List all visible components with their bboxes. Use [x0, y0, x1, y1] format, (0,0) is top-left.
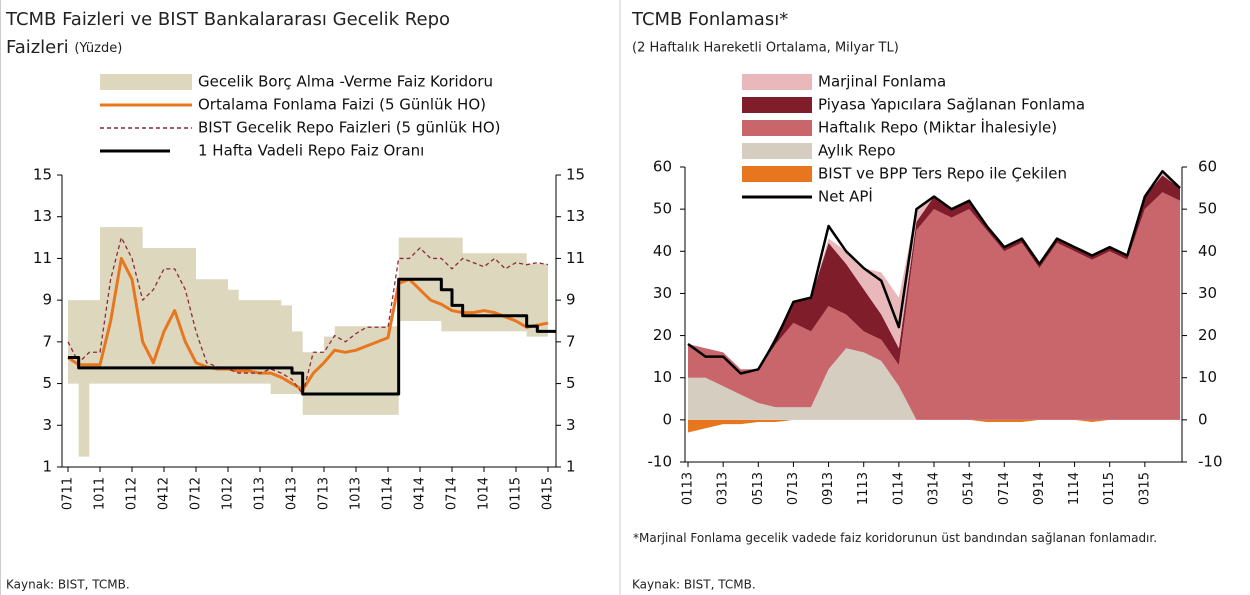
y-tick-label: 0 — [662, 410, 672, 428]
title: TCMB Fonlaması* — [631, 9, 788, 30]
corridor-band — [68, 227, 548, 457]
footnote: *Marjinal Fonlama gecelik vadede faiz ko… — [633, 531, 1158, 545]
x-tick-label: 0313 — [716, 472, 731, 505]
title: TCMB Faizleri ve BIST Bankalararası Gece… — [5, 9, 450, 30]
series-line — [68, 277, 556, 396]
x-tick-label: 0713 — [317, 477, 332, 510]
x-tick-label: 0913 — [821, 472, 836, 505]
series-line — [67, 256, 549, 392]
stacked-area — [688, 419, 1180, 433]
series-line — [687, 169, 1181, 375]
x-tick-label: 0114 — [891, 472, 906, 505]
legend-swatch — [742, 120, 812, 136]
x-tick-label: 0714 — [997, 472, 1012, 505]
x-tick-label: 0413 — [285, 477, 300, 510]
y-tick-label: 1 — [42, 458, 52, 476]
y-tick-label: 5 — [42, 374, 52, 392]
x-tick-label: 0414 — [413, 477, 428, 510]
x-tick-label: 0713 — [786, 472, 801, 505]
y-tick-label: -10 — [648, 453, 673, 471]
legend-label: Gecelik Borç Alma -Verme Faiz Koridoru — [198, 73, 493, 91]
x-tick-label: 0513 — [751, 472, 766, 505]
legend-label: Piyasa Yapıcılara Sağlanan Fonlama — [818, 96, 1085, 114]
x-tick-label: 1013 — [349, 477, 364, 510]
y2-tick-label: 15 — [566, 166, 585, 184]
y2-tick-label: 1 — [566, 458, 576, 476]
stacked-area — [688, 348, 1180, 420]
legend-label: Haftalık Repo (Miktar İhalesiyle) — [818, 118, 1057, 137]
x-tick-label: 0412 — [157, 477, 172, 510]
stacked-area — [688, 192, 1180, 420]
legend-label: Net APİ — [818, 187, 873, 206]
legend-label: BIST ve BPP Ters Repo ile Çekilen — [818, 165, 1067, 183]
x-tick-label: 0711 — [61, 477, 76, 510]
y2-tick-label: 5 — [566, 374, 576, 392]
y-tick-label: 15 — [33, 166, 52, 184]
stacked-area — [688, 175, 1180, 370]
y-tick-label: 20 — [653, 326, 672, 344]
y-tick-label: 50 — [653, 200, 672, 218]
y2-tick-label: 0 — [1198, 410, 1208, 428]
x-tick-label: 0415 — [541, 477, 556, 510]
y-tick-label: 11 — [33, 249, 52, 267]
x-tick-label: 1012 — [221, 477, 236, 510]
legend-swatch — [742, 166, 812, 182]
legend-swatch — [742, 143, 812, 159]
y-tick-label: 7 — [42, 332, 52, 350]
x-tick-label: 0315 — [1137, 472, 1152, 505]
y-tick-label: 40 — [653, 242, 672, 260]
x-tick-label: 0714 — [445, 477, 460, 510]
y2-tick-label: 30 — [1198, 284, 1217, 302]
y2-tick-label: 20 — [1198, 326, 1217, 344]
legend-label: Marjinal Fonlama — [818, 73, 946, 91]
x-tick-label: 1014 — [477, 477, 492, 510]
x-tick-label: 0314 — [927, 472, 942, 505]
x-tick-label: 1011 — [93, 477, 108, 510]
legend-label: BIST Gecelik Repo Faizleri (5 günlük HO) — [198, 119, 500, 137]
legend-label: 1 Hafta Vadeli Repo Faiz Oranı — [198, 142, 424, 160]
legend-label: Aylık Repo — [818, 142, 896, 160]
legend-label: Ortalama Fonlama Faizi (5 Günlük HO) — [198, 96, 486, 114]
y-tick-label: 13 — [33, 207, 52, 225]
y2-tick-label: 60 — [1198, 158, 1217, 176]
y2-tick-label: 13 — [566, 207, 585, 225]
x-tick-label: 0712 — [189, 477, 204, 510]
title: Faizleri — [6, 37, 69, 58]
legend-swatch — [742, 97, 812, 113]
x-tick-label: 1113 — [856, 472, 871, 505]
legend-swatch — [742, 74, 812, 90]
y2-tick-label: 3 — [566, 416, 576, 434]
y2-tick-label: -10 — [1198, 453, 1223, 471]
x-tick-label: 0115 — [509, 477, 524, 510]
x-tick-label: 0113 — [253, 477, 268, 510]
y2-tick-label: 9 — [566, 291, 576, 309]
y2-tick-label: 40 — [1198, 242, 1217, 260]
y-tick-label: 3 — [42, 416, 52, 434]
series-line — [67, 236, 549, 395]
subtitle: (2 Haftalık Hareketli Ortalama, Milyar T… — [632, 41, 899, 56]
x-tick-label: 0514 — [962, 472, 977, 505]
y2-tick-label: 10 — [1198, 368, 1217, 386]
subtitle: (Yüzde) — [74, 41, 122, 56]
x-tick-label: 1114 — [1067, 472, 1082, 505]
y-tick-label: 10 — [653, 368, 672, 386]
title: Faizleri (Yüzde) — [6, 37, 122, 58]
legend-swatch — [100, 74, 192, 90]
y-tick-label: 60 — [653, 158, 672, 176]
y2-tick-label: 50 — [1198, 200, 1217, 218]
y2-tick-label: 7 — [566, 332, 576, 350]
x-tick-label: 0113 — [681, 472, 696, 505]
x-tick-label: 0114 — [381, 477, 396, 510]
source: Kaynak: BIST, TCMB. — [6, 578, 130, 592]
source: Kaynak: BIST, TCMB. — [632, 578, 756, 592]
y2-tick-label: 11 — [566, 249, 585, 267]
x-tick-label: 0112 — [125, 477, 140, 510]
x-tick-label: 0914 — [1032, 472, 1047, 505]
x-tick-label: 0115 — [1102, 472, 1117, 505]
y-tick-label: 30 — [653, 284, 672, 302]
y-tick-label: 9 — [42, 291, 52, 309]
